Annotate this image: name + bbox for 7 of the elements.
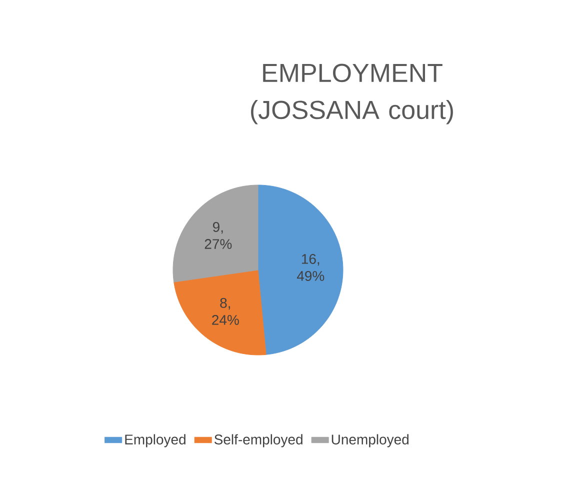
data-label: 8, 24% [212, 298, 239, 325]
data-label: 16, 49% [296, 254, 324, 281]
legend-label: Self-employed [214, 434, 302, 448]
chart-title: EMPLOYMENT (JOSSANA court) [251, 64, 453, 124]
legend-label: Unemployed [332, 434, 409, 448]
legend-label: Employed [125, 434, 186, 448]
data-label: 9, 27% [204, 222, 232, 249]
